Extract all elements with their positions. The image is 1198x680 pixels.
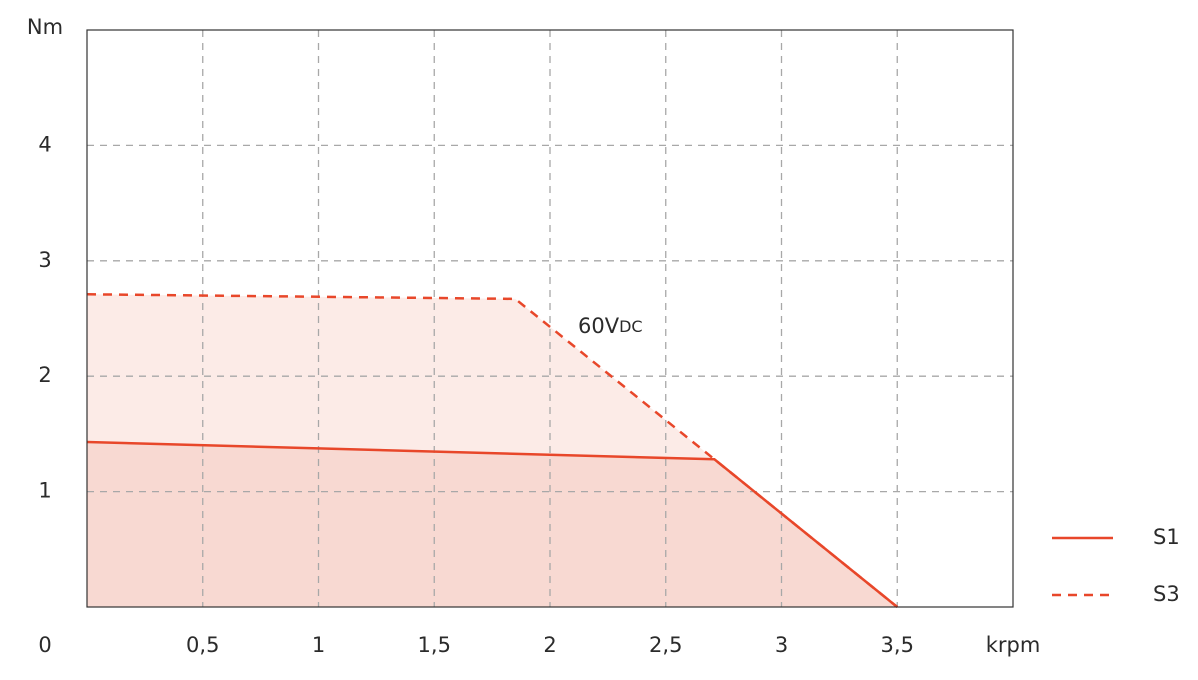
x-tick-label: 0 (38, 633, 51, 657)
x-axis-label: krpm (986, 633, 1041, 657)
series-line (86, 293, 899, 608)
y-axis-label: Nm (27, 15, 63, 39)
y-tick-label: 4 (38, 132, 51, 156)
x-tick-label: 2,5 (649, 633, 682, 657)
area (87, 441, 898, 607)
legend-label: S3 (1153, 582, 1180, 606)
x-tick-label: 0,5 (186, 633, 219, 657)
y-tick-label: 1 (38, 479, 51, 503)
x-tick-label: 3,5 (881, 633, 914, 657)
x-tick-label: 2 (543, 633, 556, 657)
y-tick-label: 2 (38, 363, 51, 387)
x-tick-label: 1 (312, 633, 325, 657)
annotation-main: 60V (578, 314, 620, 338)
legend-label: S1 (1153, 525, 1180, 549)
plot-frame (86, 29, 1014, 608)
annotation: 60VDC (578, 314, 643, 338)
y-tick-label: 3 (38, 248, 51, 272)
annotation-sub: DC (619, 317, 643, 336)
x-tick-label: 3 (775, 633, 788, 657)
x-tick-label: 1,5 (418, 633, 451, 657)
